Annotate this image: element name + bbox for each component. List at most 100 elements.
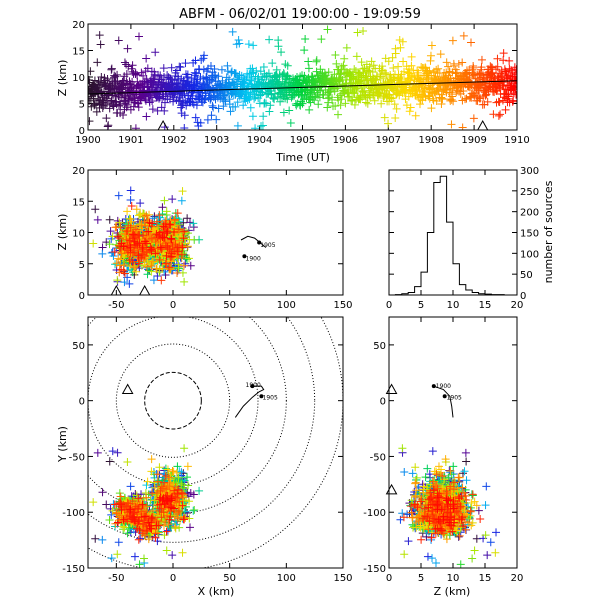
plan-view-track-point bbox=[259, 394, 264, 399]
time-height-source bbox=[235, 70, 244, 79]
time-height-source bbox=[331, 101, 340, 110]
time-height-source bbox=[317, 35, 326, 44]
time-height-source bbox=[192, 101, 201, 110]
plan-view-source bbox=[108, 447, 117, 456]
time-height-source bbox=[340, 54, 349, 63]
time-height-source bbox=[191, 71, 200, 80]
plan-view-source bbox=[145, 521, 154, 530]
time-height-source bbox=[434, 64, 443, 73]
plan-view-source bbox=[114, 518, 123, 527]
xz-source bbox=[147, 245, 156, 254]
plan-view-source bbox=[169, 467, 178, 476]
xz-source bbox=[132, 267, 141, 276]
xz-source bbox=[157, 245, 166, 254]
time-height-source bbox=[247, 73, 256, 82]
time-height-source bbox=[376, 72, 385, 81]
plan-view-source bbox=[112, 509, 121, 518]
time-height-source bbox=[123, 44, 132, 53]
time-height-source bbox=[359, 26, 368, 35]
time-height-source bbox=[268, 59, 277, 68]
time-height-source bbox=[136, 96, 145, 105]
time-height-source bbox=[448, 36, 457, 45]
plan-view-source bbox=[173, 514, 182, 523]
time-height-source bbox=[107, 64, 116, 73]
plan-view-track-label-1905: 1905 bbox=[263, 394, 278, 401]
xz-source bbox=[144, 227, 153, 236]
time-height-xtick-label: 1901 bbox=[118, 135, 143, 146]
time-height-source bbox=[314, 100, 323, 109]
plan-view-source bbox=[168, 551, 177, 560]
plan-view-source bbox=[138, 520, 147, 529]
time-height-source bbox=[102, 114, 111, 123]
histogram-ytick-label: 150 bbox=[520, 229, 539, 240]
plan-view-source bbox=[162, 527, 171, 536]
time-height-source bbox=[512, 90, 517, 99]
xz-source bbox=[115, 234, 124, 243]
plan-view-source bbox=[190, 505, 199, 514]
xz-source bbox=[165, 245, 174, 254]
time-height-source bbox=[134, 103, 143, 112]
xz-ytick-label: 5 bbox=[79, 260, 85, 271]
time-height-source bbox=[365, 62, 374, 71]
time-height-source bbox=[483, 97, 492, 106]
time-height-xtick-label: 1903 bbox=[204, 135, 229, 146]
plan-view-source bbox=[113, 550, 122, 559]
time-height-source bbox=[131, 124, 140, 130]
histogram-ytick-label: 200 bbox=[520, 208, 539, 219]
time-height-source bbox=[396, 43, 405, 52]
time-height-source bbox=[427, 41, 436, 50]
time-height-source bbox=[197, 56, 206, 65]
time-height-source bbox=[232, 69, 241, 78]
range-ring bbox=[115, 343, 231, 458]
plan-view-xtick-label: 100 bbox=[277, 573, 296, 584]
plan-view-source bbox=[156, 486, 165, 495]
time-height-xtick-label: 1909 bbox=[461, 135, 486, 146]
plan-view-source bbox=[98, 488, 107, 497]
time-height-source bbox=[369, 61, 378, 70]
time-height-source bbox=[499, 56, 508, 65]
time-height-source bbox=[493, 62, 502, 71]
xz-source bbox=[128, 248, 137, 257]
time-height-source bbox=[500, 89, 509, 98]
station-marker bbox=[476, 119, 489, 131]
time-height-source bbox=[389, 63, 398, 72]
xz-track-label-1905: 1905 bbox=[260, 242, 275, 249]
xz-source bbox=[142, 228, 151, 237]
xz-source bbox=[129, 263, 138, 272]
xz-source bbox=[109, 252, 118, 261]
plan-view-source bbox=[152, 521, 161, 530]
plan-view-ytick-label: 50 bbox=[72, 341, 85, 352]
time-height-source bbox=[398, 37, 407, 46]
range-ring bbox=[88, 317, 259, 487]
time-height-source bbox=[494, 111, 503, 120]
xz-source bbox=[124, 252, 133, 261]
xz-track-label-1900: 1900 bbox=[246, 256, 261, 263]
plan-view-source bbox=[173, 489, 182, 498]
time-height-source bbox=[469, 114, 478, 123]
xz-source bbox=[167, 257, 176, 266]
time-height-source bbox=[142, 112, 151, 121]
time-height-source bbox=[243, 96, 252, 105]
time-height-source bbox=[296, 72, 305, 81]
time-height-source bbox=[440, 69, 449, 78]
histogram-ytick-label: 250 bbox=[520, 187, 539, 198]
time-height-source bbox=[444, 62, 453, 71]
plan-view-source bbox=[178, 493, 187, 502]
xz-source bbox=[174, 260, 183, 269]
time-height-source bbox=[469, 63, 478, 72]
station-marker bbox=[121, 383, 134, 395]
time-height-source bbox=[88, 67, 95, 76]
time-height-ytick-label: 15 bbox=[72, 47, 85, 58]
zy-xtick-label: 15 bbox=[479, 573, 492, 584]
xz-source bbox=[169, 227, 178, 236]
time-height-source bbox=[274, 42, 283, 51]
time-height-source bbox=[363, 99, 372, 108]
time-height-source bbox=[276, 97, 285, 106]
plan-view-source bbox=[167, 494, 176, 503]
xz-source bbox=[126, 186, 135, 195]
range-ring bbox=[88, 317, 287, 515]
time-height-source bbox=[380, 68, 389, 77]
xz-source bbox=[115, 218, 124, 227]
time-height-source bbox=[181, 96, 190, 105]
time-height-xtick-label: 1907 bbox=[376, 135, 401, 146]
